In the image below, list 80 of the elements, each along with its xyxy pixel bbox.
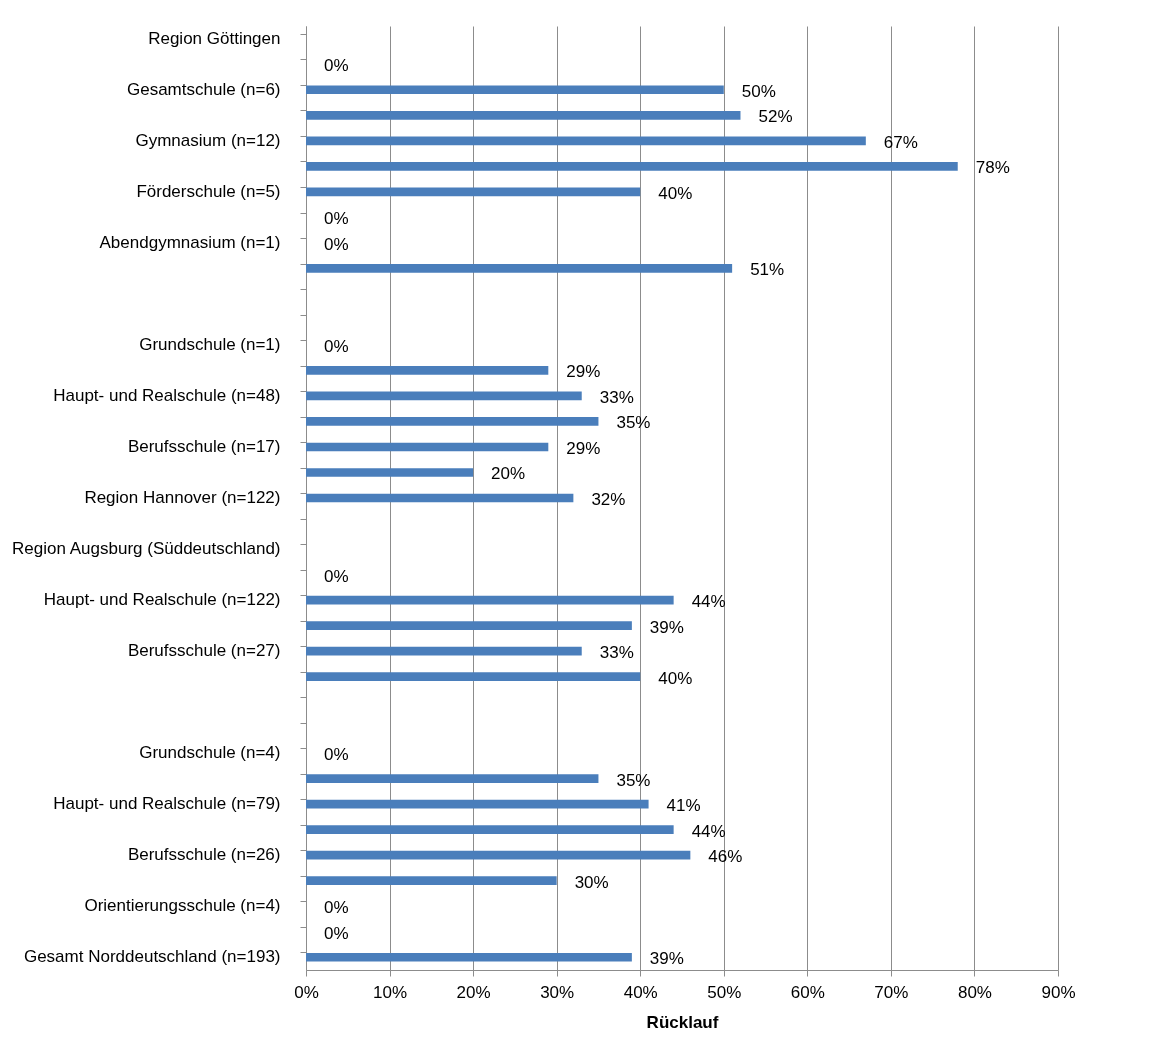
data-label: 46% xyxy=(708,847,743,867)
x-tick-label: 90% xyxy=(1041,982,1076,1002)
bar xyxy=(306,391,582,401)
y-tick-label: Grundschule (n=1) xyxy=(139,334,281,354)
data-label: 52% xyxy=(758,107,793,127)
data-label: 32% xyxy=(591,490,626,509)
data-label: 29% xyxy=(566,438,601,458)
data-label: 39% xyxy=(649,949,684,969)
x-axis-title: Rücklauf xyxy=(646,1012,719,1032)
x-tick-label: 0% xyxy=(294,982,319,1002)
data-label: 67% xyxy=(883,132,918,152)
data-label: 41% xyxy=(666,796,701,816)
bar xyxy=(306,264,733,273)
y-tick-label: Region Göttingen xyxy=(148,28,281,48)
y-tick-label: Förderschule (n=5) xyxy=(136,181,281,201)
bar xyxy=(306,595,674,605)
x-tick-label: 10% xyxy=(373,982,408,1002)
y-tick-label: Grundschule (n=4) xyxy=(139,743,281,763)
data-label: 78% xyxy=(975,158,1010,178)
bar xyxy=(306,876,557,886)
data-label: 0% xyxy=(324,234,349,254)
data-label: 30% xyxy=(574,872,609,892)
x-tick-label: 20% xyxy=(456,982,491,1002)
data-label: 0% xyxy=(324,209,349,229)
y-tick-label: Berufsschule (n=17) xyxy=(127,436,281,456)
y-tick-label: Berufsschule (n=26) xyxy=(127,845,281,865)
bar xyxy=(306,825,674,835)
bar xyxy=(306,442,549,452)
bar xyxy=(306,161,958,171)
data-label: 33% xyxy=(599,643,634,663)
x-tick-label: 40% xyxy=(623,982,658,1002)
data-label: 39% xyxy=(649,617,684,637)
data-label: 44% xyxy=(691,592,726,612)
data-label: 0% xyxy=(324,898,349,918)
x-tick-label: 60% xyxy=(790,982,825,1002)
data-label: 40% xyxy=(658,183,693,203)
data-label: 50% xyxy=(741,81,776,101)
y-tick-label: Region Augsburg (Süddeutschland) xyxy=(12,539,281,559)
y-tick-label: Haupt- und Realschule (n=122) xyxy=(43,590,281,610)
data-label: 44% xyxy=(691,821,726,841)
bar xyxy=(306,468,474,477)
bar xyxy=(306,417,599,426)
x-tick-label: 30% xyxy=(540,982,575,1002)
data-label: 35% xyxy=(616,770,651,790)
bar xyxy=(306,774,599,783)
y-tick-label: Gymnasium (n=12) xyxy=(135,130,281,150)
bar xyxy=(306,110,741,120)
bar xyxy=(306,493,574,503)
bar xyxy=(306,136,866,146)
y-tick-label: Haupt- und Realschule (n=48) xyxy=(53,385,281,405)
bar xyxy=(306,850,691,860)
y-tick-label: Orientierungsschule (n=4) xyxy=(84,896,281,916)
x-tick-label: 80% xyxy=(957,982,992,1002)
bar xyxy=(306,621,632,630)
data-label: 40% xyxy=(658,668,693,688)
data-label: 0% xyxy=(324,745,349,765)
y-tick-label: Gesamtschule (n=6) xyxy=(126,79,281,99)
bar xyxy=(306,672,641,681)
bar xyxy=(306,799,649,809)
bar xyxy=(306,85,724,95)
bar xyxy=(306,187,641,197)
y-tick-label: Region Hannover (n=122) xyxy=(84,488,281,507)
bar xyxy=(306,646,582,656)
data-label: 35% xyxy=(616,413,651,433)
data-label: 0% xyxy=(324,56,349,76)
data-label: 20% xyxy=(491,464,526,484)
y-tick-label: Abendgymnasium (n=1) xyxy=(99,232,281,252)
x-tick-label: 50% xyxy=(707,982,742,1002)
bar xyxy=(306,952,632,962)
y-tick-label: Berufsschule (n=27) xyxy=(127,641,281,661)
data-label: 0% xyxy=(324,336,349,356)
x-tick-label: 70% xyxy=(874,982,909,1002)
data-label: 0% xyxy=(324,566,349,586)
y-tick-label: Haupt- und Realschule (n=79) xyxy=(53,794,281,814)
y-tick-label: Gesamt Norddeutschland (n=193) xyxy=(23,947,281,967)
data-label: 0% xyxy=(324,923,349,943)
data-label: 51% xyxy=(750,260,785,280)
data-label: 29% xyxy=(566,362,601,382)
data-label: 33% xyxy=(599,387,634,407)
bar xyxy=(306,366,549,375)
